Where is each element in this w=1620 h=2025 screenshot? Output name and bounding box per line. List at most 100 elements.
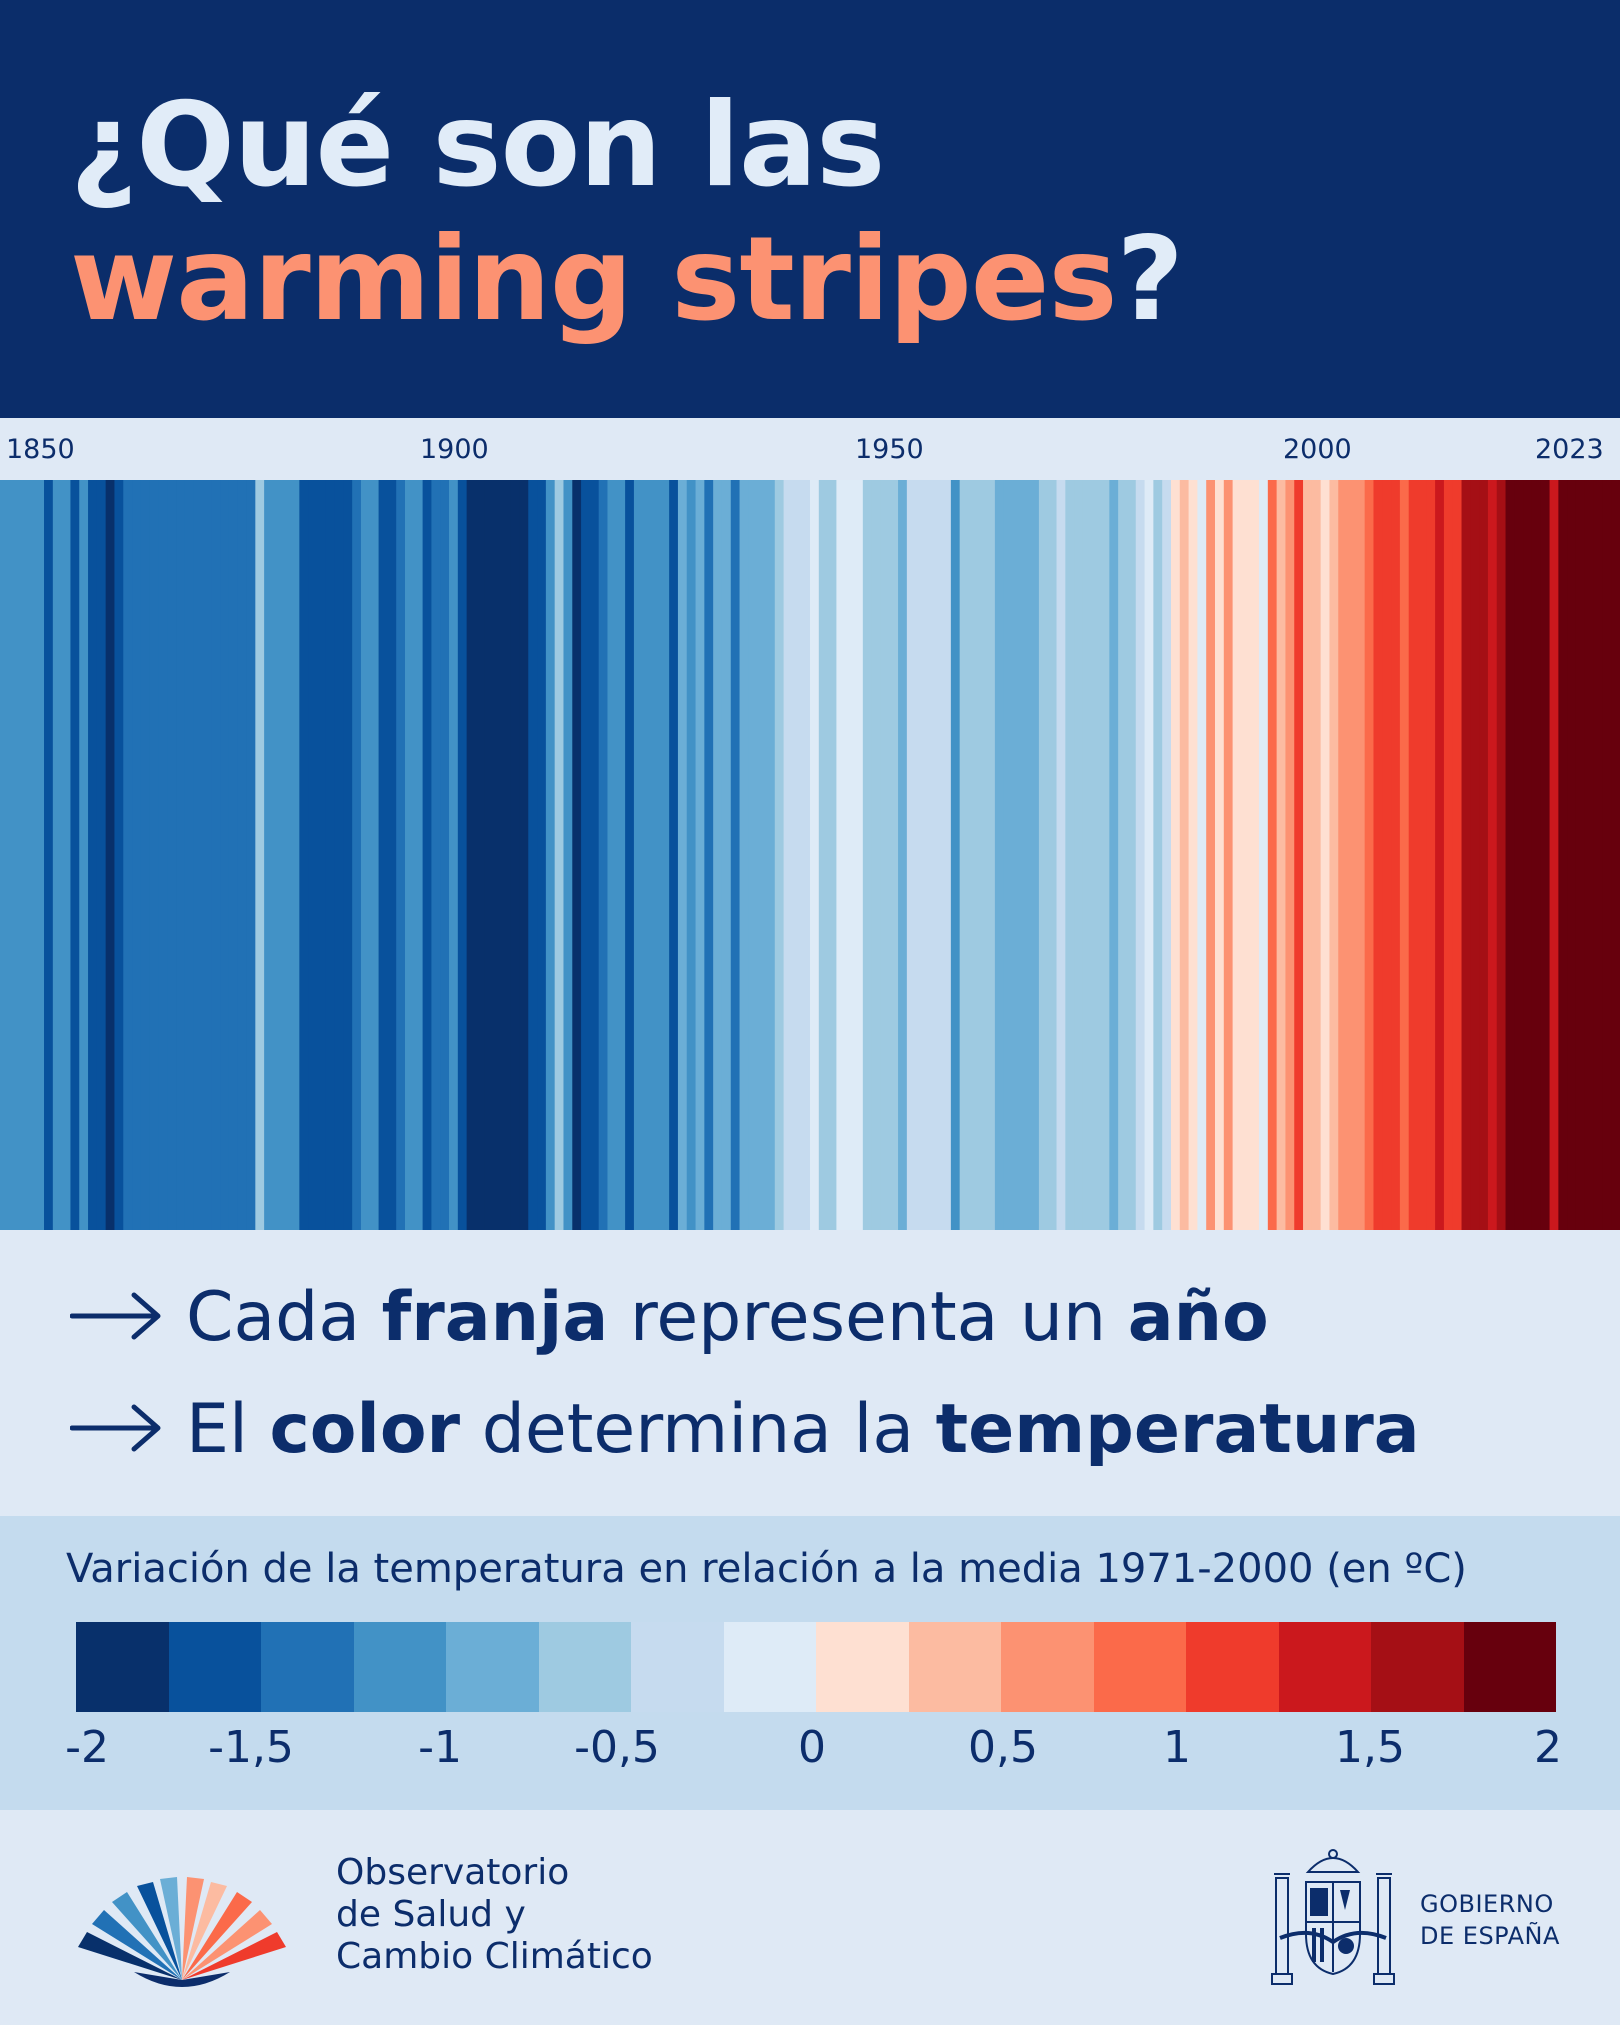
stripe-year-1935 xyxy=(748,480,758,1230)
stripe-year-1959 xyxy=(959,480,970,1230)
bullet-color-temperature: El color determina la temperatura xyxy=(70,1390,1420,1469)
stripe-year-1889 xyxy=(343,480,353,1230)
stripe-year-1884 xyxy=(299,480,309,1230)
stripe-year-1991 xyxy=(1241,480,1251,1230)
title-line-1: ¿Qué son las xyxy=(70,78,885,213)
stripe-year-1987 xyxy=(1206,480,1216,1230)
stripe-year-1910 xyxy=(528,480,538,1230)
stripe-year-1916 xyxy=(581,480,591,1230)
stripe-year-1940 xyxy=(792,480,802,1230)
stripe-year-1898 xyxy=(422,480,433,1230)
stripe-year-2028 xyxy=(1567,480,1577,1230)
stripe-year-1862 xyxy=(105,480,116,1230)
stripe-year-1892 xyxy=(369,480,380,1230)
stripe-year-1970 xyxy=(1056,480,1066,1230)
stripe-year-2024 xyxy=(1531,480,1542,1230)
stripe-year-1977 xyxy=(1118,480,1128,1230)
stripe-year-1931 xyxy=(713,480,723,1230)
stripe-year-1933 xyxy=(730,480,741,1230)
legend-swatch-9 xyxy=(908,1622,1001,1712)
stripe-year-1887 xyxy=(325,480,336,1230)
stripe-year-1852 xyxy=(17,480,28,1230)
stripe-year-2010 xyxy=(1408,480,1419,1230)
stripe-year-1895 xyxy=(396,480,406,1230)
year-tick-1850: 1850 xyxy=(6,434,75,465)
stripe-year-1947 xyxy=(854,480,864,1230)
stripe-year-2032 xyxy=(1602,480,1612,1230)
stripe-year-2011 xyxy=(1417,480,1427,1230)
stripe-year-2015 xyxy=(1452,480,1463,1230)
legend-swatch-15 xyxy=(1463,1622,1556,1712)
stripe-year-1868 xyxy=(158,480,168,1230)
stripe-year-1855 xyxy=(44,480,54,1230)
stripe-year-2007 xyxy=(1382,480,1392,1230)
stripe-year-1929 xyxy=(695,480,705,1230)
stripe-year-1865 xyxy=(132,480,142,1230)
legend-title: Variación de la temperatura en relación … xyxy=(66,1546,1467,1592)
stripe-year-1882 xyxy=(281,480,292,1230)
stripe-year-1930 xyxy=(704,480,714,1230)
stripe-year-1860 xyxy=(88,480,98,1230)
legend-swatch-6 xyxy=(631,1622,724,1712)
legend-tick: -0,5 xyxy=(574,1722,660,1773)
stripe-year-2031 xyxy=(1593,480,1603,1230)
legend-color-scale xyxy=(76,1622,1556,1712)
stripe-year-1992 xyxy=(1250,480,1260,1230)
stripe-year-1971 xyxy=(1065,480,1075,1230)
legend-swatch-2 xyxy=(261,1622,354,1712)
stripe-year-1967 xyxy=(1030,480,1040,1230)
stripe-year-1989 xyxy=(1223,480,1234,1230)
stripe-year-1870 xyxy=(176,480,186,1230)
stripe-year-1968 xyxy=(1038,480,1049,1230)
stripe-year-1921 xyxy=(625,480,635,1230)
stripe-year-2008 xyxy=(1391,480,1401,1230)
stripe-year-1851 xyxy=(8,480,19,1230)
stripe-year-1879 xyxy=(255,480,265,1230)
color-legend: Variación de la temperatura en relación … xyxy=(0,1516,1620,1810)
stripe-year-1864 xyxy=(123,480,133,1230)
stripe-year-1861 xyxy=(96,480,107,1230)
stripe-year-1996 xyxy=(1285,480,1295,1230)
stripe-year-1979 xyxy=(1135,480,1146,1230)
stripe-year-1949 xyxy=(871,480,882,1230)
stripe-year-1886 xyxy=(316,480,327,1230)
arrow-right-icon xyxy=(70,1404,161,1452)
stripe-year-1997 xyxy=(1294,480,1304,1230)
stripe-year-1920 xyxy=(616,480,626,1230)
gobierno-name: GOBIERNO DE ESPAÑA xyxy=(1420,1890,1560,1950)
stripe-year-2025 xyxy=(1540,480,1551,1230)
header-banner: ¿Qué son las warming stripes? xyxy=(0,0,1620,418)
stripe-year-1899 xyxy=(431,480,441,1230)
stripe-year-1950 xyxy=(880,480,890,1230)
stripe-year-1911 xyxy=(537,480,547,1230)
stripe-year-1903 xyxy=(466,480,477,1230)
stripe-year-1938 xyxy=(774,480,785,1230)
stripe-year-1894 xyxy=(387,480,397,1230)
stripe-year-1993 xyxy=(1259,480,1269,1230)
stripe-year-1857 xyxy=(61,480,72,1230)
stripe-year-2021 xyxy=(1505,480,1515,1230)
stripe-year-1988 xyxy=(1215,480,1225,1230)
stripe-year-1943 xyxy=(818,480,829,1230)
stripe-year-1902 xyxy=(457,480,468,1230)
stripe-year-2013 xyxy=(1435,480,1445,1230)
stripe-year-2017 xyxy=(1470,480,1480,1230)
legend-tick: -2 xyxy=(65,1722,109,1773)
legend-swatch-11 xyxy=(1093,1622,1186,1712)
stripe-year-1946 xyxy=(845,480,855,1230)
stripe-year-2016 xyxy=(1461,480,1471,1230)
stripe-year-1969 xyxy=(1047,480,1058,1230)
legend-tick: -1 xyxy=(418,1722,462,1773)
stripe-year-1998 xyxy=(1303,480,1313,1230)
stripe-year-2018 xyxy=(1479,480,1489,1230)
stripe-year-2000 xyxy=(1320,480,1331,1230)
stripe-year-1956 xyxy=(933,480,943,1230)
bullet-text: Cada xyxy=(186,1278,382,1357)
stripe-year-1961 xyxy=(977,480,987,1230)
stripe-year-1914 xyxy=(563,480,573,1230)
stripe-year-1957 xyxy=(942,480,952,1230)
stripe-year-1908 xyxy=(510,480,521,1230)
bullet-text: determina la xyxy=(460,1390,936,1469)
warming-stripes-chart xyxy=(0,480,1620,1230)
stripe-year-1936 xyxy=(757,480,767,1230)
